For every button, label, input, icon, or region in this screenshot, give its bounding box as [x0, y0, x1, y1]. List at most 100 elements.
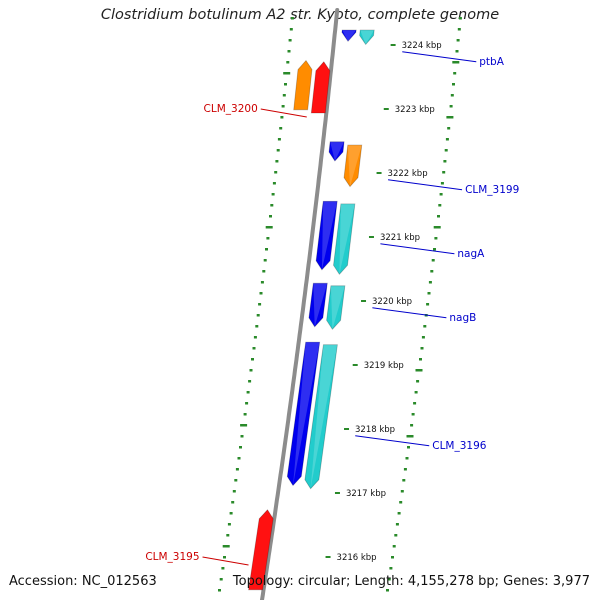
gc-track-mark [445, 138, 449, 141]
gc-track-mark [234, 479, 238, 482]
gc-track-mark [231, 501, 235, 504]
gc-track-mark [218, 589, 221, 592]
gc-track-mark [253, 336, 257, 339]
gene-arrow [293, 59, 313, 111]
gc-track-mark [449, 105, 453, 108]
gc-track-mark [235, 468, 239, 471]
gc-track-mark [419, 358, 422, 361]
gene-label: CLM_3200 [204, 103, 258, 115]
gc-track-mark [263, 259, 267, 262]
gc-track-mark [282, 94, 286, 97]
gc-track-mark [258, 303, 262, 306]
gc-track-mark [387, 578, 391, 581]
gc-track-mark [415, 369, 423, 372]
gc-track-mark [277, 138, 281, 141]
leader-line [355, 435, 430, 447]
gc-track-mark [455, 50, 459, 53]
gc-track-mark [407, 446, 410, 449]
gc-track-mark [248, 380, 252, 383]
gc-track-mark [410, 424, 414, 427]
gene-label: CLM_3196 [432, 440, 487, 452]
gc-track-mark [232, 490, 236, 493]
gc-track-mark [426, 303, 430, 306]
tick-label: 3217 kbp [346, 489, 386, 499]
gc-track-mark [420, 347, 424, 350]
topology-summary: Topology: circular; Length: 4,155,278 bp… [232, 574, 590, 589]
gene-arrow-shade [347, 145, 362, 187]
gc-track-mark [437, 215, 440, 218]
gene-arrow [248, 509, 274, 591]
gc-track-mark [421, 336, 425, 339]
gc-track-mark [402, 479, 406, 482]
gene-arrow [328, 141, 345, 162]
gc-track-mark [399, 501, 403, 504]
gc-track-mark [240, 435, 244, 438]
gc-track-mark [239, 446, 242, 449]
gc-track-mark [400, 490, 404, 493]
gc-track-mark [391, 556, 394, 559]
gc-track-mark [405, 457, 409, 460]
gc-track-mark [289, 28, 293, 31]
gc-track-mark [251, 358, 254, 361]
gc-track-mark [287, 50, 291, 53]
tick-label: 3216 kbp [337, 553, 377, 563]
gc-track-mark [255, 325, 259, 328]
gc-track-mark [416, 380, 420, 383]
gc-track-mark [411, 413, 415, 416]
gene-arrow-shade [293, 342, 320, 486]
gc-track-mark [240, 424, 248, 427]
gc-track-mark [269, 215, 272, 218]
gc-track-mark [430, 270, 434, 273]
gc-track-mark [284, 83, 287, 86]
gc-track-mark [245, 402, 249, 405]
gc-track-mark [265, 226, 273, 229]
gc-track-mark [270, 204, 274, 207]
tick-label: 3221 kbp [380, 233, 420, 243]
gc-track-mark [283, 72, 291, 75]
gc-track-mark [262, 270, 266, 273]
track-layer: 3216 kbp 3217 kbp 3218 kbp 3219 kbp 3220 kbp… [218, 8, 462, 600]
tick-label: 3222 kbp [388, 169, 428, 179]
gc-track-mark [423, 325, 427, 328]
gc-track-mark [443, 160, 447, 163]
gc-track-mark [274, 171, 278, 174]
gene-arrow [315, 200, 338, 271]
gene-arrow [304, 344, 338, 490]
leader-line [387, 179, 463, 191]
gene-arrow [310, 61, 331, 114]
gc-track-mark [243, 413, 247, 416]
gc-track-mark [256, 314, 260, 317]
gc-track-mark [413, 402, 417, 405]
gc-track-mark [438, 204, 442, 207]
map-title: Clostridium botulinum A2 str. Kyoto, com… [100, 7, 500, 23]
gene-label: ptbA [479, 56, 504, 68]
gc-track-mark [452, 83, 455, 86]
gc-track-mark [286, 61, 290, 64]
gc-track-mark [433, 226, 441, 229]
gc-track-mark [221, 567, 225, 570]
gc-track-mark [279, 127, 283, 130]
gene-label: nagA [457, 248, 485, 260]
tick-label: 3223 kbp [395, 105, 435, 115]
gc-track-mark [434, 237, 438, 240]
gene-arrow-shade [330, 285, 345, 330]
gc-track-mark [229, 512, 233, 515]
gc-track-mark [280, 116, 284, 119]
gc-track-mark [246, 391, 250, 394]
gene-arrow [286, 341, 321, 487]
gc-track-mark [427, 292, 431, 295]
gc-track-mark [431, 259, 435, 262]
gc-track-mark [259, 292, 263, 295]
gc-track-mark [447, 127, 451, 130]
tick-label: 3224 kbp [402, 41, 442, 51]
gc-track-mark [457, 28, 461, 31]
accession-text: Accession: NC_012563 [9, 574, 157, 589]
gc-track-mark [266, 237, 270, 240]
gc-track-mark [414, 391, 418, 394]
gene-arrow-shade [342, 30, 357, 42]
gc-track-mark [440, 182, 444, 185]
gene-arrow [326, 285, 346, 330]
gc-track-mark [223, 556, 226, 559]
gc-track-mark [237, 457, 241, 460]
